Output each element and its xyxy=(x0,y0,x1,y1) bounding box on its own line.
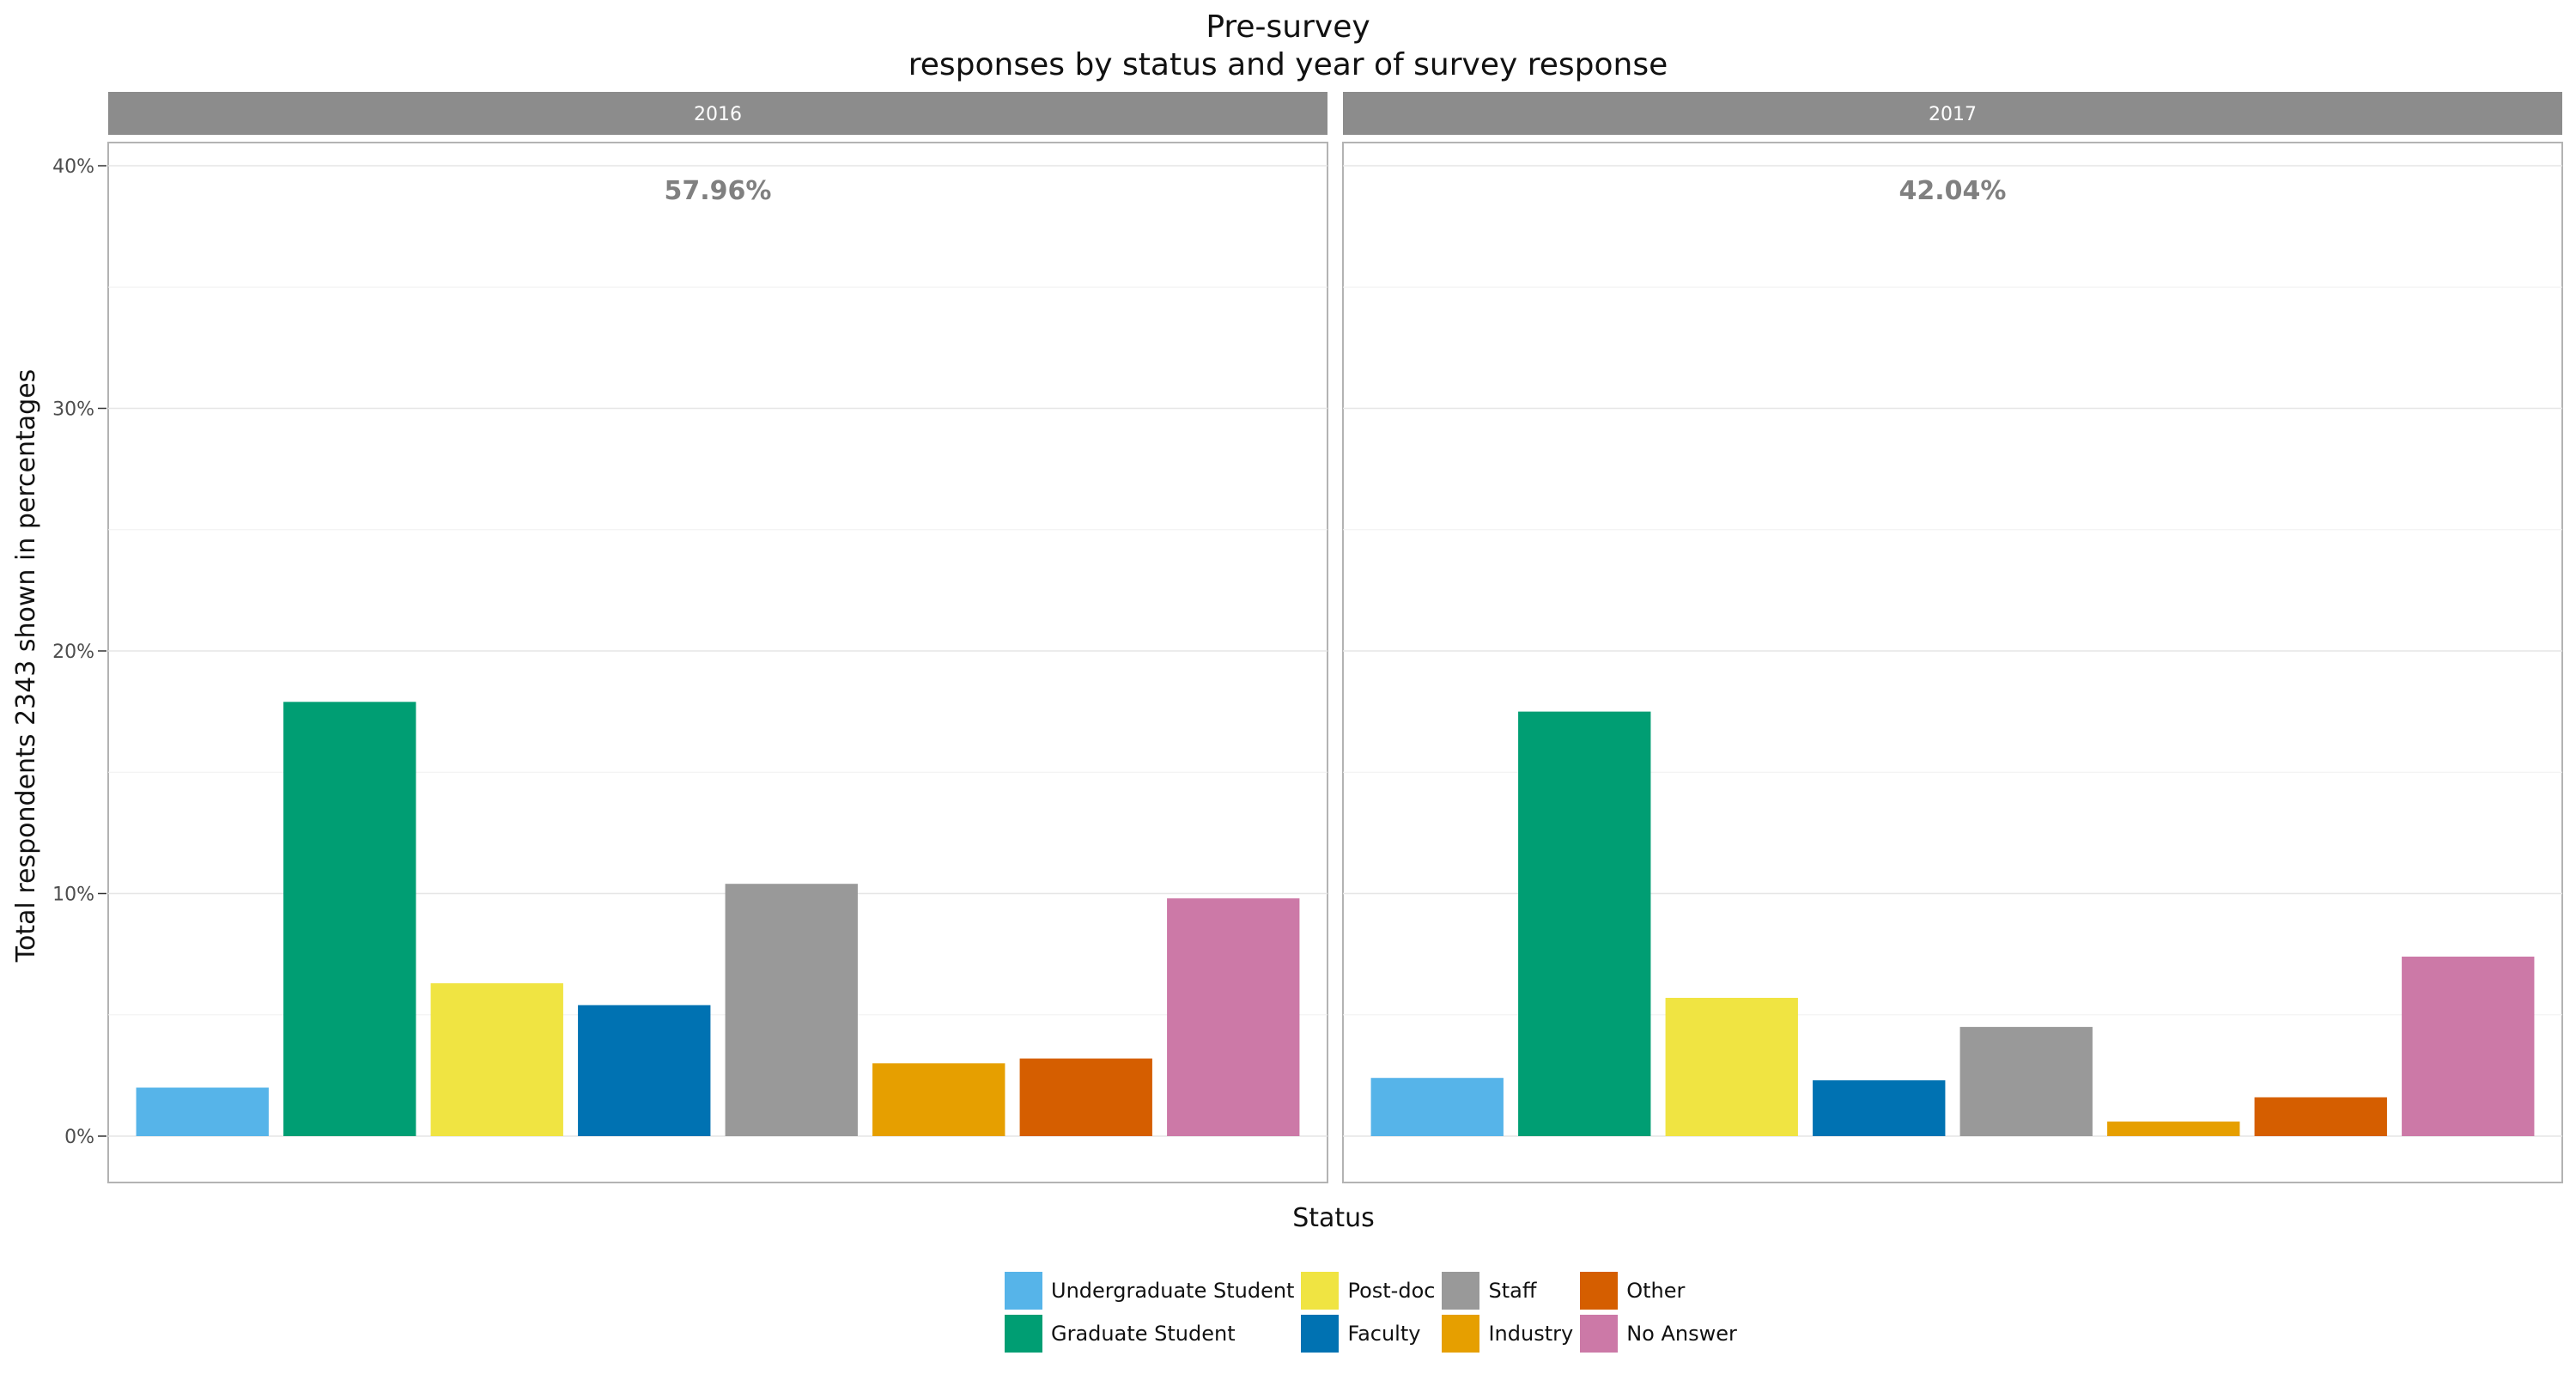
chart-title-block: Pre-survey responses by status and year … xyxy=(0,9,2576,84)
legend: Undergraduate Student Graduate Student Pos… xyxy=(1005,1271,1737,1353)
legend-item: Graduate Student xyxy=(1005,1314,1294,1353)
legend-label: No Answer xyxy=(1626,1322,1737,1346)
bar-undergraduate-student xyxy=(136,1087,269,1136)
legend-item: Undergraduate Student xyxy=(1005,1271,1294,1310)
y-axis-title: Total respondents 2343 shown in percenta… xyxy=(11,369,41,963)
bar-other xyxy=(1019,1058,1152,1136)
legend-swatch xyxy=(1442,1315,1480,1353)
bar-post-doc xyxy=(1665,997,1798,1136)
legend-item: Post-doc xyxy=(1301,1271,1435,1310)
legend-label: Staff xyxy=(1488,1279,1537,1303)
y-tick-label: 40% xyxy=(52,156,94,178)
bar-post-doc xyxy=(430,983,563,1136)
chart-title: Pre-survey xyxy=(1206,9,1370,45)
legend-swatch xyxy=(1301,1272,1340,1310)
facet-panels: 0% 10% 20% 30% 40% 2016 57.96% 2017 42.04% xyxy=(52,92,2563,1183)
legend-swatch xyxy=(1005,1272,1042,1310)
bar-staff xyxy=(1959,1026,2093,1136)
bar-graduate-student xyxy=(1518,711,1651,1136)
legend-label: Undergraduate Student xyxy=(1051,1279,1295,1303)
bar-other xyxy=(2254,1097,2387,1136)
legend-column: Other No Answer xyxy=(1580,1271,1737,1353)
bar-graduate-student xyxy=(283,702,416,1136)
legend-swatch xyxy=(1442,1272,1480,1310)
y-tick-label: 10% xyxy=(52,885,94,906)
facet-total-label: 42.04% xyxy=(1899,176,2007,206)
chart-subtitle: responses by status and year of survey r… xyxy=(908,47,1668,82)
bar-no-answer xyxy=(2402,956,2535,1136)
facet-strip xyxy=(108,92,1327,135)
legend-swatch xyxy=(1580,1315,1619,1353)
legend-label: Faculty xyxy=(1347,1322,1421,1346)
legend-item: No Answer xyxy=(1580,1314,1737,1353)
bar-industry xyxy=(2107,1122,2240,1136)
legend-label: Industry xyxy=(1488,1322,1574,1346)
bar-industry xyxy=(872,1063,1005,1136)
legend-column: Post-doc Faculty xyxy=(1301,1271,1435,1353)
bar-staff xyxy=(725,884,858,1136)
legend-item: Staff xyxy=(1442,1271,1573,1310)
legend-label: Post-doc xyxy=(1347,1279,1436,1303)
legend-column: Undergraduate Student Graduate Student xyxy=(1005,1271,1294,1353)
facet-strip-label: 2017 xyxy=(1929,104,1977,125)
y-axis-title-group: Total respondents 2343 shown in percenta… xyxy=(11,369,41,963)
facet-strip-label: 2016 xyxy=(694,104,742,125)
legend-swatch xyxy=(1005,1315,1042,1353)
y-tick-label: 20% xyxy=(52,641,94,663)
legend-column: Staff Industry xyxy=(1442,1271,1573,1353)
bar-faculty xyxy=(578,1005,711,1136)
legend-swatch xyxy=(1301,1315,1340,1353)
legend-item: Other xyxy=(1580,1271,1737,1310)
y-tick-label: 0% xyxy=(64,1127,94,1148)
bar-undergraduate-student xyxy=(1370,1078,1504,1136)
bar-no-answer xyxy=(1167,898,1300,1136)
legend-item: Faculty xyxy=(1301,1314,1435,1353)
y-tick-label: 30% xyxy=(52,399,94,421)
legend-item: Industry xyxy=(1442,1314,1573,1353)
bar-faculty xyxy=(1813,1080,1946,1136)
legend-label: Other xyxy=(1626,1279,1686,1303)
facet-total-label: 57.96% xyxy=(665,176,772,206)
legend-swatch xyxy=(1580,1272,1619,1310)
legend-label: Graduate Student xyxy=(1051,1322,1236,1346)
x-axis-title: Status xyxy=(1292,1203,1375,1233)
facet-strip xyxy=(1343,92,2562,135)
